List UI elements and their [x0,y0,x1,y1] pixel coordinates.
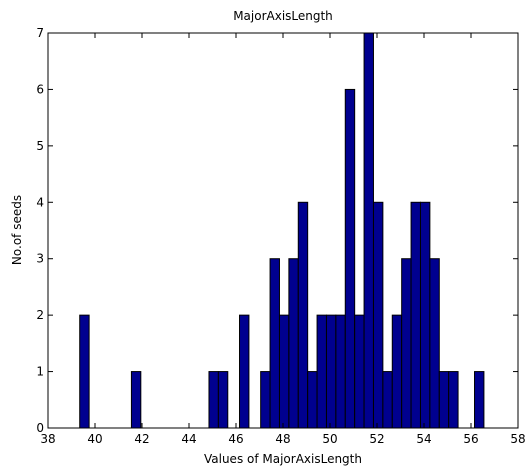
x-tick-label: 42 [134,432,149,446]
histogram-bar [278,314,290,429]
histogram-bar [79,314,90,429]
histogram-bar [382,371,393,429]
y-tick-label: 1 [36,365,44,379]
histogram-bar [307,371,318,429]
y-tick-label: 0 [36,421,44,435]
x-tick-label: 56 [463,432,478,446]
y-tick-label: 3 [36,252,44,266]
histogram-bar [335,314,346,429]
y-tick-label: 2 [36,308,44,322]
histogram-bar [438,371,450,429]
histogram-bar [208,371,219,429]
y-axis-label: No.of seeds [10,195,24,265]
histogram-bar [239,314,250,429]
histogram-bar [354,314,365,429]
x-tick-label: 46 [228,432,243,446]
x-tick-label: 40 [87,432,102,446]
histogram-bar [429,258,440,429]
x-tick-label: 52 [369,432,384,446]
x-tick-label: 50 [322,432,337,446]
chart-title: MajorAxisLength [233,9,333,23]
x-tick-label: 54 [416,432,431,446]
histogram-bar [401,258,412,429]
x-tick-label: 38 [40,432,55,446]
y-tick-label: 4 [36,195,44,209]
histogram-bar [448,371,459,429]
histogram-bar [372,201,384,429]
y-tick-label: 7 [36,26,44,40]
x-axis-label: Values of MajorAxisLength [204,452,362,466]
histogram-bar [130,371,142,429]
histogram-bar [297,201,309,429]
histogram-bar [316,314,327,429]
histogram-bar [363,32,374,429]
histogram-bar [288,258,299,429]
histogram-bar [410,201,421,429]
y-tick-label: 5 [36,139,44,153]
x-tick-label: 44 [181,432,196,446]
x-tick-label: 58 [510,432,525,446]
histogram-bar [269,258,280,429]
histogram-bar [474,371,485,429]
histogram-bar [344,88,356,429]
x-tick-label: 48 [275,432,290,446]
histogram-bar [419,201,431,429]
histogram-bar [217,371,229,429]
histogram-bar [325,314,337,429]
y-tick-label: 6 [36,82,44,96]
histogram-bar [391,314,403,429]
histogram-bar [260,371,271,429]
